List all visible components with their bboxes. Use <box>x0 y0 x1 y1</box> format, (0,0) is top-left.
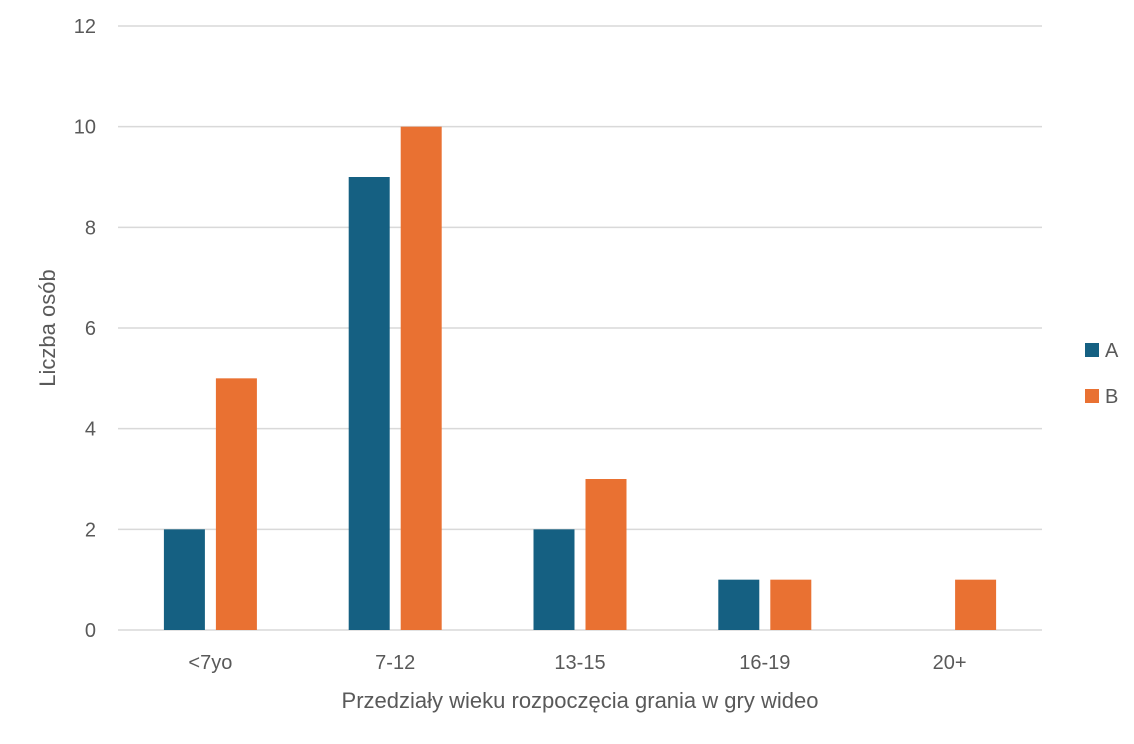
bar-b-1 <box>400 126 442 631</box>
legend-swatch-b <box>1085 389 1099 403</box>
bar-a-1 <box>348 177 390 630</box>
y-axis-ticks: 0 2 4 6 8 10 12 <box>74 16 96 642</box>
x-tick-label: <7yo <box>188 652 232 674</box>
legend-swatch-a <box>1085 343 1099 357</box>
y-tick-label: 6 <box>85 318 96 340</box>
legend-label-a: A <box>1105 340 1119 362</box>
bar-a-0 <box>163 529 205 630</box>
bar-b-2 <box>585 479 627 630</box>
x-tick-label: 7-12 <box>375 652 415 674</box>
x-tick-label: 20+ <box>933 652 967 674</box>
x-axis-title: Przedziały wieku rozpoczęcia grania w gr… <box>342 688 819 713</box>
y-tick-label: 12 <box>74 16 96 38</box>
y-tick-label: 8 <box>85 217 96 239</box>
bar-b-4 <box>955 579 997 630</box>
y-axis-title: Liczba osób <box>35 269 60 386</box>
legend-label-b: B <box>1105 386 1118 408</box>
bar-b-3 <box>770 579 812 630</box>
y-tick-label: 2 <box>85 519 96 541</box>
bars <box>163 126 997 631</box>
y-tick-label: 4 <box>85 419 96 441</box>
gridlines <box>118 25 1042 631</box>
x-axis-ticks: <7yo 7-12 13-15 16-19 20+ <box>188 652 966 674</box>
y-tick-label: 10 <box>74 117 96 139</box>
bar-a-2 <box>533 529 575 630</box>
legend: AB <box>1085 340 1119 408</box>
y-tick-label: 0 <box>85 620 96 642</box>
bar-b-0 <box>215 378 257 630</box>
bar-a-3 <box>718 579 760 630</box>
x-tick-label: 16-19 <box>739 652 790 674</box>
x-tick-label: 13-15 <box>554 652 605 674</box>
